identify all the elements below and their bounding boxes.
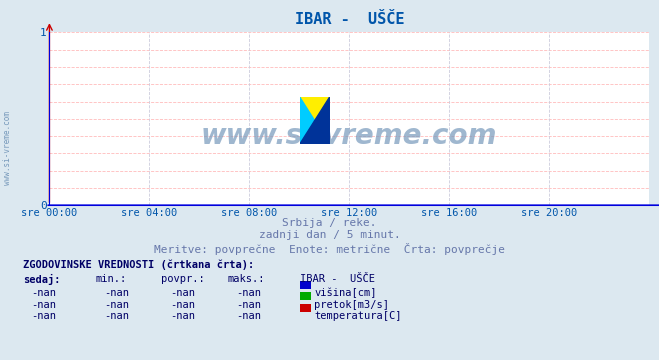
Title: IBAR -  UŠČE: IBAR - UŠČE: [295, 12, 404, 27]
Text: -nan: -nan: [236, 311, 261, 321]
Text: www.si-vreme.com: www.si-vreme.com: [3, 111, 13, 185]
Text: višina[cm]: višina[cm]: [314, 288, 377, 298]
Polygon shape: [300, 97, 330, 144]
Text: -nan: -nan: [170, 288, 195, 298]
Text: IBAR -  UŠČE: IBAR - UŠČE: [300, 274, 375, 284]
Polygon shape: [300, 121, 330, 144]
Text: -nan: -nan: [32, 300, 57, 310]
Text: -nan: -nan: [32, 311, 57, 321]
Text: -nan: -nan: [32, 288, 57, 298]
Text: ZGODOVINSKE VREDNOSTI (črtkana črta):: ZGODOVINSKE VREDNOSTI (črtkana črta):: [23, 259, 254, 270]
Text: Srbija / reke.: Srbija / reke.: [282, 218, 377, 228]
Text: Meritve: povprečne  Enote: metrične  Črta: povprečje: Meritve: povprečne Enote: metrične Črta:…: [154, 243, 505, 255]
Text: -nan: -nan: [170, 311, 195, 321]
Text: -nan: -nan: [170, 300, 195, 310]
Text: -nan: -nan: [104, 300, 129, 310]
Text: povpr.:: povpr.:: [161, 274, 205, 284]
Text: -nan: -nan: [104, 311, 129, 321]
Text: -nan: -nan: [104, 288, 129, 298]
Text: sedaj:: sedaj:: [23, 274, 61, 285]
Text: temperatura[C]: temperatura[C]: [314, 311, 402, 321]
Text: min.:: min.:: [96, 274, 127, 284]
Text: -nan: -nan: [236, 300, 261, 310]
Polygon shape: [315, 97, 330, 144]
Text: www.si-vreme.com: www.si-vreme.com: [201, 122, 498, 150]
Polygon shape: [300, 97, 315, 144]
Text: zadnji dan / 5 minut.: zadnji dan / 5 minut.: [258, 230, 401, 240]
Text: -nan: -nan: [236, 288, 261, 298]
Text: maks.:: maks.:: [227, 274, 265, 284]
Text: pretok[m3/s]: pretok[m3/s]: [314, 300, 389, 310]
